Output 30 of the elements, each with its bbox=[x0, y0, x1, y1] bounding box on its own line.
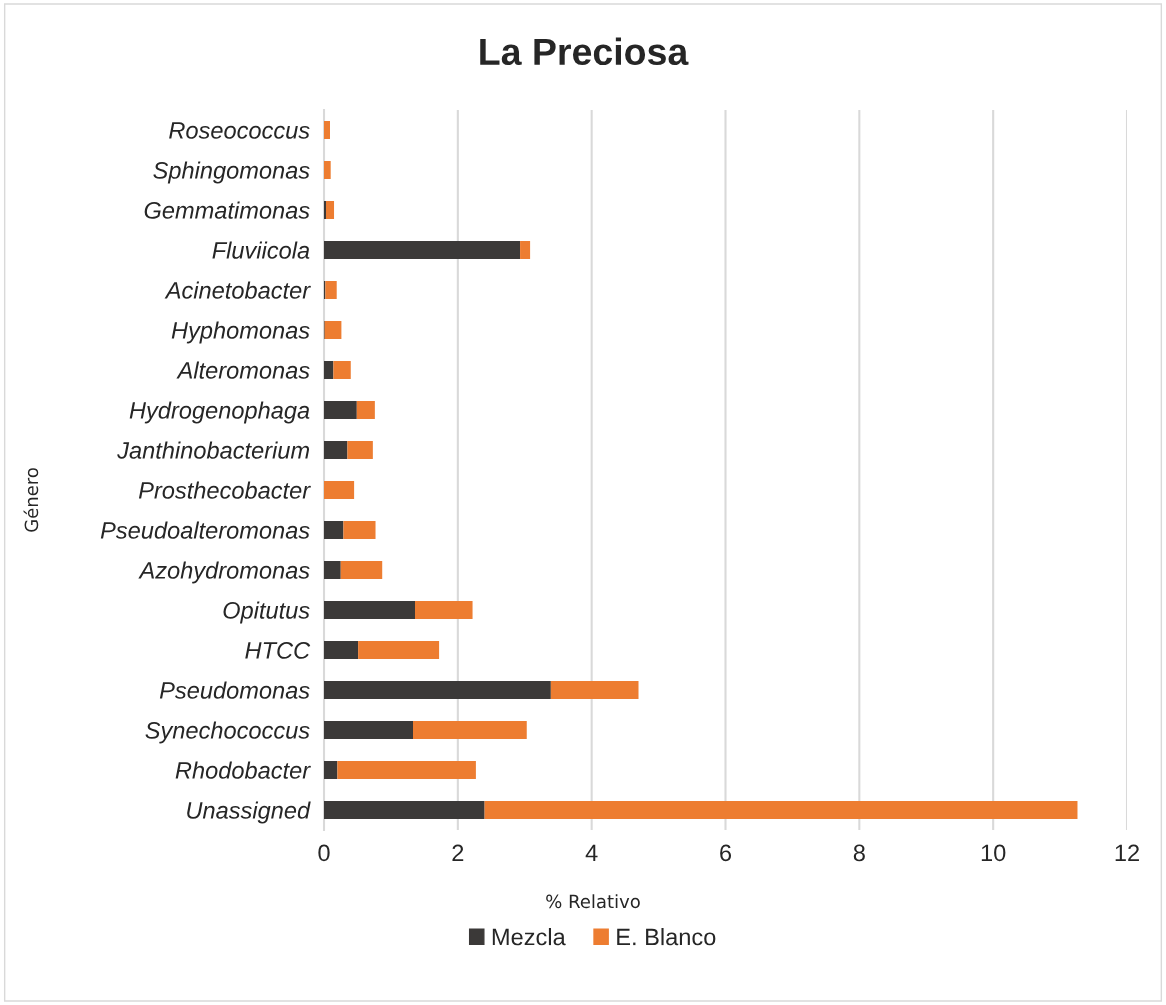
y-tick-label: Fluviicola bbox=[212, 241, 310, 259]
x-tick-label: 12 bbox=[1115, 844, 1139, 861]
y-tick-label: Acinetobacter bbox=[164, 281, 311, 299]
y-tick-label: Gemmatimonas bbox=[144, 201, 310, 219]
y-tick-label: Sphingomonas bbox=[153, 161, 310, 184]
y-tick-label: Synechococcus bbox=[145, 721, 310, 744]
x-tick-label: 10 bbox=[981, 844, 1006, 862]
chart-title: La Preciosa bbox=[480, 37, 689, 66]
x-tick-label: 2 bbox=[452, 844, 464, 861]
y-tick-label: Hyphomonas bbox=[171, 321, 310, 344]
y-tick-label: Pseudoalteromonas bbox=[100, 521, 310, 539]
y-tick-label: Rhodobacter bbox=[175, 761, 311, 779]
y-axis-title: Género bbox=[23, 468, 39, 532]
y-tick-label: Unassigned bbox=[187, 801, 311, 824]
legend-label: Mezcla bbox=[492, 927, 566, 946]
y-tick-label: Opitutus bbox=[223, 601, 310, 624]
y-tick-label: Pseudomonas bbox=[159, 681, 310, 699]
y-tick-label: Alteromonas bbox=[176, 361, 310, 379]
y-tick-label: Prosthecobacter bbox=[138, 481, 311, 499]
y-tick-label: Hydrogenophaga bbox=[129, 401, 310, 424]
x-axis-title: % Relativo bbox=[546, 894, 640, 909]
x-tick-label: 4 bbox=[585, 844, 598, 861]
x-tick-label: 6 bbox=[720, 844, 732, 862]
y-tick-label: Azohydromonas bbox=[138, 561, 310, 584]
y-tick-label: HTCC bbox=[245, 642, 311, 659]
x-tick-label: 8 bbox=[853, 844, 865, 862]
y-tick-label: Roseococcus bbox=[169, 122, 310, 139]
legend-label: E. Blanco bbox=[617, 927, 716, 946]
y-tick-label: Janthinobacterium bbox=[117, 441, 310, 459]
x-tick-label: 0 bbox=[318, 844, 330, 862]
